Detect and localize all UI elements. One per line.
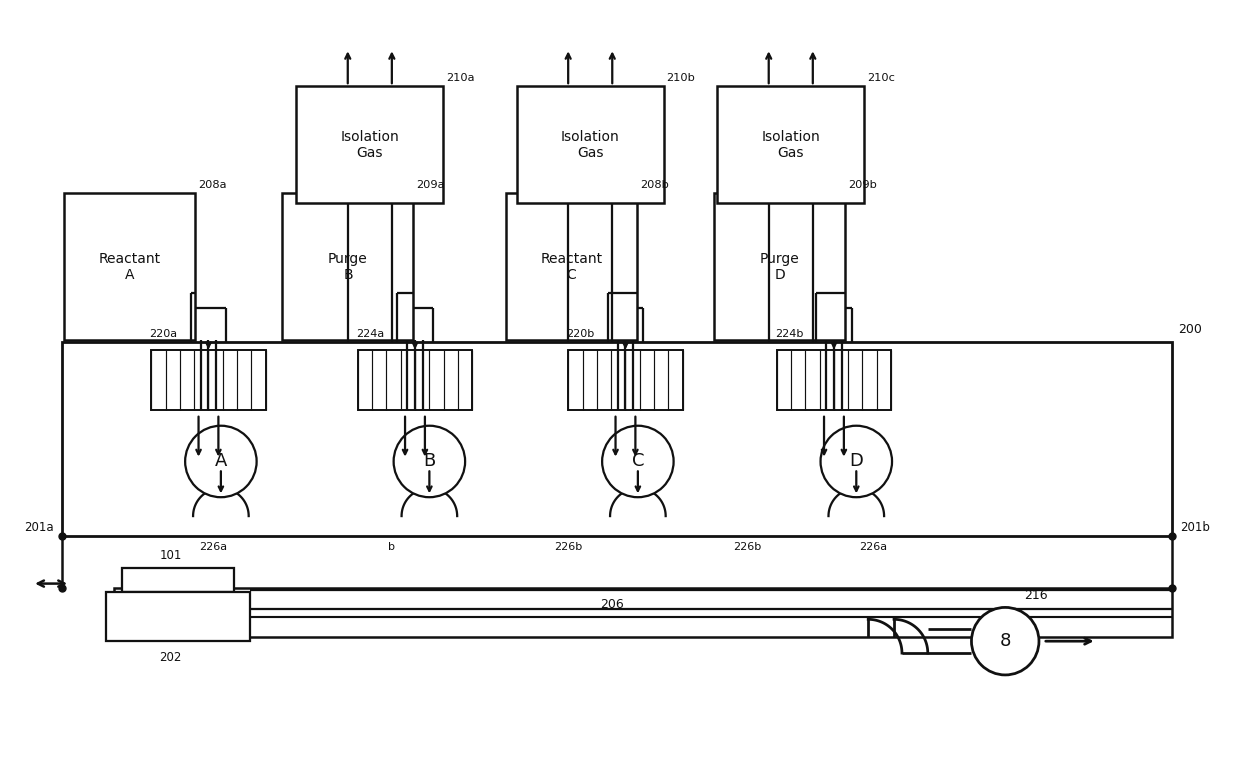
Text: D: D: [849, 453, 863, 470]
Text: 226b: 226b: [554, 542, 583, 552]
Text: 101: 101: [159, 549, 182, 562]
Text: 201a: 201a: [25, 522, 55, 535]
Bar: [283, 194, 413, 340]
Text: 220a: 220a: [149, 329, 177, 339]
Bar: [517, 86, 663, 203]
Bar: [358, 350, 472, 410]
Text: 210b: 210b: [667, 73, 696, 83]
Text: C: C: [631, 453, 644, 470]
Text: Purge
D: Purge D: [760, 252, 800, 282]
Bar: [64, 194, 195, 340]
Text: 224b: 224b: [775, 329, 804, 339]
Text: b: b: [388, 542, 396, 552]
Bar: [151, 350, 265, 410]
Bar: [714, 194, 846, 340]
Text: 8: 8: [999, 632, 1011, 650]
Text: 202: 202: [159, 651, 182, 664]
Text: 220b: 220b: [567, 329, 595, 339]
Text: Isolation
Gas: Isolation Gas: [761, 129, 820, 160]
Text: 224a: 224a: [356, 329, 384, 339]
Bar: [717, 86, 864, 203]
Text: Reactant
C: Reactant C: [541, 252, 603, 282]
Circle shape: [603, 425, 673, 498]
Bar: [122, 568, 234, 591]
Text: 226b: 226b: [733, 542, 761, 552]
Bar: [62, 343, 1172, 536]
Text: 201b: 201b: [1180, 522, 1210, 535]
Text: 206: 206: [600, 598, 624, 611]
Bar: [506, 194, 637, 340]
Text: 216: 216: [1024, 590, 1048, 602]
Text: 200: 200: [1178, 323, 1202, 336]
Text: B: B: [423, 453, 435, 470]
Text: 209b: 209b: [848, 181, 877, 191]
Text: Purge
B: Purge B: [329, 252, 368, 282]
Bar: [105, 591, 249, 641]
Text: 226a: 226a: [859, 542, 888, 552]
Text: 209a: 209a: [417, 181, 445, 191]
Bar: [114, 587, 1172, 637]
Text: Isolation
Gas: Isolation Gas: [341, 129, 399, 160]
Text: 208a: 208a: [198, 181, 227, 191]
Bar: [568, 350, 682, 410]
Circle shape: [185, 425, 257, 498]
Text: 208b: 208b: [640, 181, 668, 191]
Text: Isolation
Gas: Isolation Gas: [560, 129, 620, 160]
Text: A: A: [215, 453, 227, 470]
Circle shape: [393, 425, 465, 498]
Text: Reactant
A: Reactant A: [98, 252, 161, 282]
Text: 226a: 226a: [198, 542, 227, 552]
Bar: [777, 350, 892, 410]
Text: 210a: 210a: [446, 73, 475, 83]
Circle shape: [971, 608, 1039, 675]
Bar: [296, 86, 443, 203]
Text: 210c: 210c: [867, 73, 895, 83]
Circle shape: [821, 425, 892, 498]
